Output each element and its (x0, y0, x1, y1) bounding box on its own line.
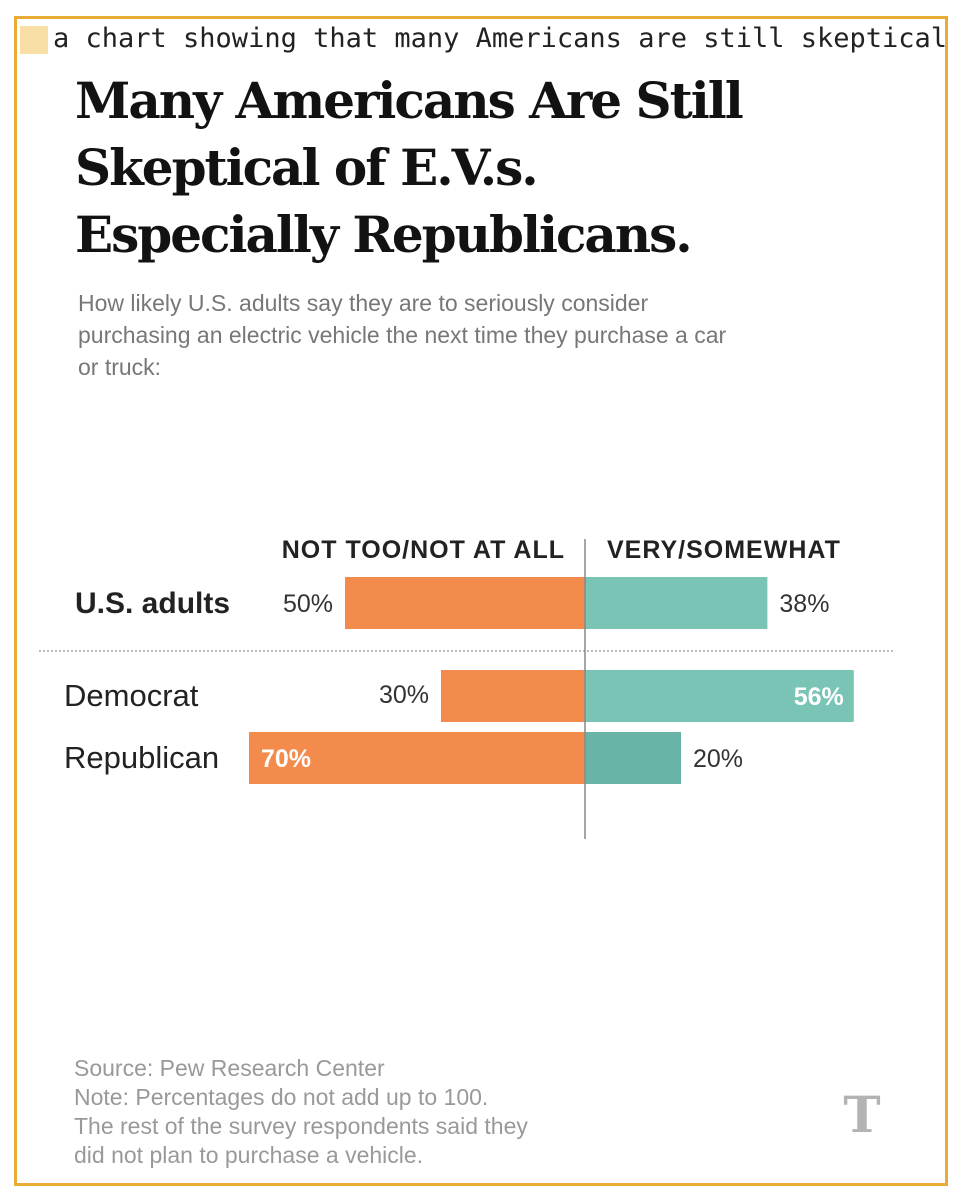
data-label-negative: 30% (379, 681, 429, 709)
bar-negative (345, 577, 585, 629)
data-label-positive: 56% (794, 683, 844, 711)
bar-positive (585, 670, 854, 722)
caption-text: a chart showing that many Americans are … (53, 23, 945, 54)
title-line: Especially Republicans. (75, 205, 693, 264)
title-line: Skeptical of E.V.s. (75, 138, 539, 197)
caption-swatch (20, 26, 48, 54)
chart-notes: Source: Pew Research Center Note: Percen… (74, 1054, 694, 1170)
svg-text:T: T (843, 1087, 880, 1141)
data-label-positive: 20% (693, 745, 743, 773)
bar-positive (585, 577, 768, 629)
category-label: Democrat (64, 678, 199, 713)
category-label: U.S. adults (75, 587, 230, 620)
bar-negative (249, 732, 585, 784)
chart-subtitle: How likely U.S. adults say they are to s… (78, 290, 727, 380)
title-line: Many Americans Are Still (75, 71, 744, 130)
data-label-positive: 38% (779, 590, 829, 618)
diverging-bar-chart: NOT TOO/NOT AT ALL VERY/SOMEWHAT U.S. adul… (39, 536, 895, 839)
caption-bar: a chart showing that many Americans are … (17, 19, 945, 59)
chart-title: Many Americans Are Still Skeptical of E.… (75, 67, 895, 268)
data-label-negative: 50% (283, 590, 333, 618)
chart-card: a chart showing that many Americans are … (14, 16, 948, 1186)
data-label-negative: 70% (261, 745, 311, 773)
footnote-line: Note: Percentages do not add up to 100. (74, 1084, 489, 1110)
footnote-line: The rest of the survey respondents said … (74, 1113, 528, 1139)
header-negative: NOT TOO/NOT AT ALL (282, 536, 565, 564)
source-note: Source: Pew Research Center (74, 1055, 385, 1081)
category-label: Republican (64, 740, 219, 775)
footnote-line: did not plan to purchase a vehicle. (74, 1142, 424, 1168)
nyt-logo-icon: T (843, 1087, 880, 1141)
bar-negative (441, 670, 585, 722)
header-positive: VERY/SOMEWHAT (607, 536, 841, 564)
bar-positive (585, 732, 681, 784)
